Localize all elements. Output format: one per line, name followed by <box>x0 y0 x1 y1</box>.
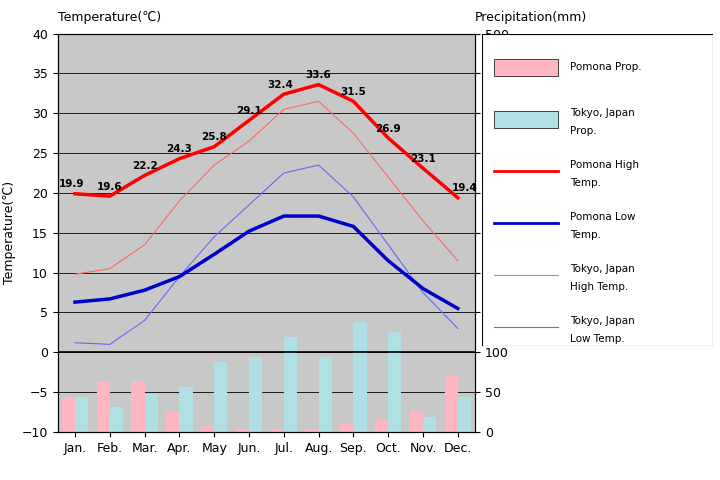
Bar <box>354 322 366 432</box>
Text: Temp.: Temp. <box>570 230 601 240</box>
Bar <box>410 411 423 432</box>
Bar <box>145 394 158 432</box>
Y-axis label: Precipitation(mm): Precipitation(mm) <box>515 177 528 289</box>
Text: 19.9: 19.9 <box>59 180 84 190</box>
Text: Tokyo, Japan: Tokyo, Japan <box>570 264 635 274</box>
Bar <box>444 376 458 432</box>
Bar <box>96 382 109 432</box>
Text: 25.8: 25.8 <box>202 132 227 143</box>
Text: 19.6: 19.6 <box>97 182 122 192</box>
Bar <box>75 397 89 432</box>
Bar <box>318 357 332 432</box>
Text: 26.9: 26.9 <box>375 124 401 133</box>
Bar <box>201 426 214 432</box>
Bar <box>249 357 262 432</box>
Text: 23.1: 23.1 <box>410 154 436 164</box>
Text: Pomona Low: Pomona Low <box>570 212 636 222</box>
Bar <box>388 332 402 432</box>
Text: Tokyo, Japan: Tokyo, Japan <box>570 315 635 325</box>
Text: Low Temp.: Low Temp. <box>570 334 625 344</box>
Bar <box>179 386 193 432</box>
Text: 32.4: 32.4 <box>267 80 293 90</box>
Bar <box>458 397 471 432</box>
Text: Temp.: Temp. <box>570 178 601 188</box>
Text: 33.6: 33.6 <box>306 70 331 80</box>
Bar <box>131 381 145 432</box>
Bar <box>375 420 388 432</box>
Y-axis label: Temperature(℃): Temperature(℃) <box>3 181 16 284</box>
Bar <box>284 337 297 432</box>
Text: Tokyo, Japan: Tokyo, Japan <box>570 108 635 118</box>
Text: High Temp.: High Temp. <box>570 282 629 292</box>
Bar <box>235 429 249 432</box>
Bar <box>271 429 284 432</box>
Text: 29.1: 29.1 <box>236 106 262 116</box>
Bar <box>109 408 123 432</box>
Text: Temperature(℃): Temperature(℃) <box>58 11 161 24</box>
Text: Pomona High: Pomona High <box>570 159 639 169</box>
Text: 22.2: 22.2 <box>132 161 158 171</box>
Bar <box>340 424 354 432</box>
Text: 31.5: 31.5 <box>341 87 366 97</box>
Text: Prop.: Prop. <box>570 126 597 136</box>
Text: Pomona Prop.: Pomona Prop. <box>570 62 642 72</box>
Bar <box>494 59 559 76</box>
Text: 19.4: 19.4 <box>452 183 477 193</box>
Bar <box>214 362 228 432</box>
Bar <box>166 412 179 432</box>
Bar <box>305 429 318 432</box>
Text: 24.3: 24.3 <box>166 144 192 155</box>
Bar <box>423 417 436 432</box>
Bar <box>494 111 559 128</box>
Bar <box>62 397 75 432</box>
Text: Precipitation(mm): Precipitation(mm) <box>475 11 588 24</box>
